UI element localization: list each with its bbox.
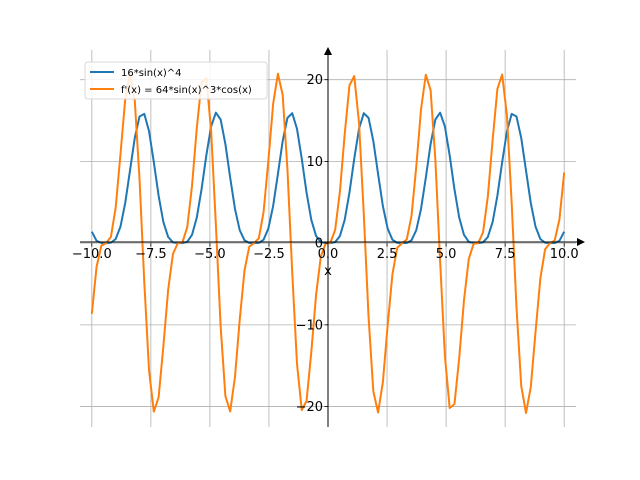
axes — [80, 47, 585, 427]
y-tick-label-0: −20 — [296, 400, 323, 415]
legend-label-series-1: 16*sin(x)^4 — [121, 68, 182, 79]
x-tick-label-7: 7.5 — [495, 247, 516, 262]
tick-labels: −10.0 −7.5 −5.0 −2.5 0.0 2.5 5.0 7.5 10.0 −20 −10 0… — [72, 73, 579, 415]
legend-label-series-2: f'(x) = 64*sin(x)^3*cos(x) — [121, 85, 252, 96]
y-axis-arrow — [324, 47, 332, 55]
y-tick-label-2: 0 — [315, 237, 323, 252]
x-tick-label-2: −5.0 — [194, 247, 226, 262]
x-tick-label-4: 0.0 — [318, 247, 339, 262]
y-tick-label-1: −10 — [296, 318, 323, 333]
x-tick-label-0: −10.0 — [72, 247, 112, 262]
x-axis-label: x — [324, 264, 332, 279]
legend: 16*sin(x)^4 f'(x) = 64*sin(x)^3*cos(x) — [84, 61, 268, 100]
y-tick-label-3: 10 — [306, 155, 323, 170]
x-tick-label-5: 2.5 — [377, 247, 398, 262]
x-axis-arrow — [577, 238, 585, 246]
x-tick-label-1: −7.5 — [135, 247, 167, 262]
legend-box — [84, 61, 268, 100]
x-tick-label-3: −2.5 — [253, 247, 285, 262]
x-tick-label-8: 10.0 — [550, 247, 579, 262]
x-tick-label-6: 5.0 — [436, 247, 457, 262]
y-tick-label-4: 20 — [306, 73, 323, 88]
